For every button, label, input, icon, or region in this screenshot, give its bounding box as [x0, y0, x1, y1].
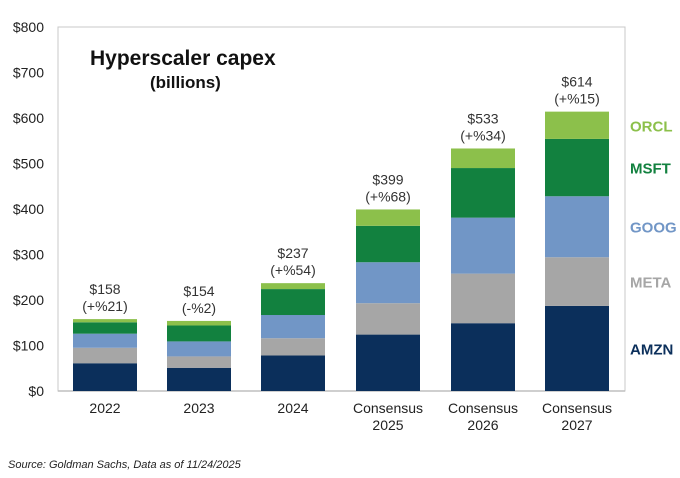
- source-note: Source: Goldman Sachs, Data as of 11/24/…: [8, 459, 241, 471]
- bar-segment-meta: [167, 356, 231, 368]
- y-tick-label: $800: [13, 19, 44, 35]
- x-tick-label: 2023: [183, 400, 214, 416]
- x-tick-label: 2024: [277, 400, 308, 416]
- bar-segment-msft: [451, 168, 515, 218]
- y-tick-label: $300: [13, 247, 44, 263]
- growth-label: (+%34): [460, 127, 506, 143]
- legend-orcl: ORCL: [630, 118, 673, 135]
- bar-segment-amzn: [167, 367, 231, 391]
- y-tick-label: $400: [13, 201, 44, 217]
- y-tick-label: $700: [13, 65, 44, 81]
- bar-segment-goog: [451, 217, 515, 274]
- x-tick-label: 2022: [89, 400, 120, 416]
- total-label: $154: [183, 283, 214, 299]
- bar-segment-goog: [356, 262, 420, 304]
- growth-label: (+%54): [270, 262, 316, 278]
- x-tick-label: 2026: [467, 417, 498, 433]
- bar-segment-msft: [356, 225, 420, 263]
- growth-label: (+%68): [365, 188, 411, 204]
- growth-label: (+%21): [82, 298, 128, 314]
- bar-segment-msft: [73, 322, 137, 334]
- bar-segment-meta: [451, 273, 515, 324]
- total-label: $158: [89, 281, 120, 297]
- bar-segment-orcl: [73, 319, 137, 323]
- bar-segment-orcl: [261, 283, 325, 290]
- bar-segment-meta: [545, 257, 609, 306]
- growth-label: (-%2): [182, 300, 216, 316]
- bar-segment-goog: [545, 196, 609, 258]
- y-tick-label: $600: [13, 110, 44, 126]
- legend-msft: MSFT: [630, 161, 671, 178]
- legend-meta: META: [630, 275, 672, 292]
- x-tick-label: 2025: [372, 417, 403, 433]
- y-tick-label: $200: [13, 292, 44, 308]
- y-tick-label: $500: [13, 156, 44, 172]
- bar-segment-orcl: [356, 209, 420, 226]
- bar-segment-msft: [545, 138, 609, 197]
- bar-segment-goog: [261, 315, 325, 339]
- x-tick-label: Consensus: [542, 400, 612, 416]
- bar-segment-goog: [167, 341, 231, 357]
- legend-amzn: AMZN: [630, 341, 673, 358]
- bar-segment-amzn: [451, 323, 515, 391]
- bar-segment-goog: [73, 333, 137, 348]
- bar-segment-msft: [167, 325, 231, 342]
- bar-segment-amzn: [261, 355, 325, 391]
- y-tick-label: $100: [13, 338, 44, 354]
- total-label: $533: [467, 110, 498, 126]
- total-label: $614: [561, 74, 592, 90]
- bar-segment-amzn: [545, 305, 609, 391]
- x-tick-label: Consensus: [448, 400, 518, 416]
- growth-label: (+%15): [554, 91, 600, 107]
- plot-frame: [57, 26, 626, 392]
- bar-segment-meta: [261, 338, 325, 356]
- chart-title: Hyperscaler capex: [90, 47, 276, 70]
- bar-segment-orcl: [451, 148, 515, 169]
- bar-segment-meta: [73, 347, 137, 364]
- chart-subtitle: (billions): [150, 73, 221, 92]
- total-label: $237: [277, 245, 308, 261]
- bar-segment-meta: [356, 303, 420, 335]
- y-tick-label: $0: [28, 383, 44, 399]
- bar-segment-orcl: [545, 111, 609, 139]
- bar-segment-msft: [261, 289, 325, 316]
- bar-segment-amzn: [73, 363, 137, 391]
- total-label: $399: [372, 171, 403, 187]
- legend-goog: GOOG: [630, 220, 677, 237]
- x-tick-label: 2027: [561, 417, 592, 433]
- x-tick-label: Consensus: [353, 400, 423, 416]
- bar-segment-orcl: [167, 320, 231, 326]
- bar-segment-amzn: [356, 334, 420, 391]
